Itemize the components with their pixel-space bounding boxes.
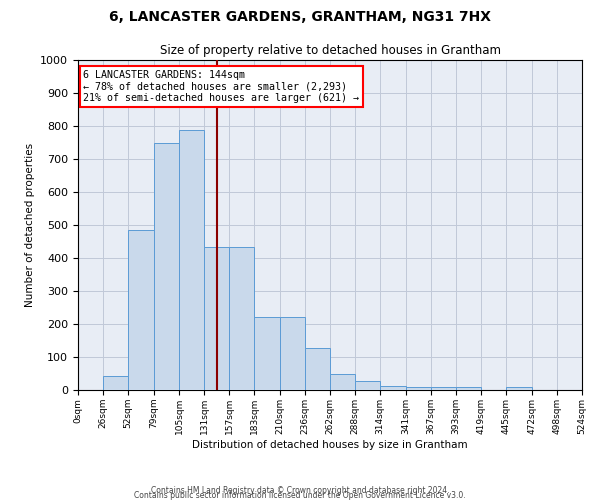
Text: Contains HM Land Registry data © Crown copyright and database right 2024.: Contains HM Land Registry data © Crown c… bbox=[151, 486, 449, 495]
Bar bbox=[355, 381, 380, 390]
Text: Contains public sector information licensed under the Open Government Licence v3: Contains public sector information licen… bbox=[134, 491, 466, 500]
Bar bbox=[103, 376, 128, 390]
X-axis label: Distribution of detached houses by size in Grantham: Distribution of detached houses by size … bbox=[192, 440, 468, 450]
Text: 6, LANCASTER GARDENS, GRANTHAM, NG31 7HX: 6, LANCASTER GARDENS, GRANTHAM, NG31 7HX bbox=[109, 10, 491, 24]
Bar bbox=[406, 388, 431, 390]
Bar bbox=[254, 318, 280, 390]
Bar bbox=[128, 230, 154, 390]
Bar bbox=[380, 386, 406, 390]
Bar bbox=[330, 374, 355, 390]
Bar bbox=[229, 248, 254, 390]
Y-axis label: Number of detached properties: Number of detached properties bbox=[25, 143, 35, 307]
Bar bbox=[431, 386, 456, 390]
Bar bbox=[179, 130, 204, 390]
Bar bbox=[456, 386, 481, 390]
Bar bbox=[506, 386, 532, 390]
Bar bbox=[204, 248, 229, 390]
Title: Size of property relative to detached houses in Grantham: Size of property relative to detached ho… bbox=[160, 44, 500, 58]
Text: 6 LANCASTER GARDENS: 144sqm
← 78% of detached houses are smaller (2,293)
21% of : 6 LANCASTER GARDENS: 144sqm ← 78% of det… bbox=[83, 70, 359, 103]
Bar bbox=[280, 318, 305, 390]
Bar bbox=[154, 143, 179, 390]
Bar bbox=[305, 348, 330, 390]
